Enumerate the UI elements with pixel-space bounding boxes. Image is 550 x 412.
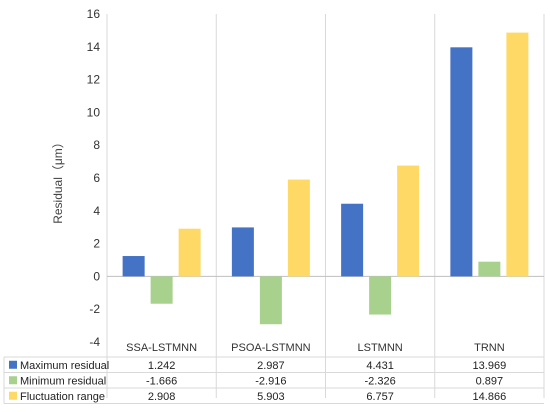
y-tick-label: 8 [93,138,100,152]
legend-swatch [9,376,17,385]
category-label: PSOA-LSTMNN [231,342,311,354]
y-tick-label: 0 [93,269,100,283]
data-label: 1.242 [148,360,176,372]
data-label: -2.326 [365,375,396,387]
data-label: 2.908 [148,391,176,403]
y-tick-label: -4 [89,335,100,349]
y-tick-label: 12 [87,73,101,87]
y-tick-label: 16 [87,7,101,21]
bar [231,227,254,277]
y-tick-label: 10 [87,105,101,119]
data-label: 2.987 [257,360,285,372]
data-label: -1.666 [146,375,177,387]
legend-label: Fluctuation range [20,391,105,403]
bar [150,276,173,304]
category-label: LSTMNN [358,342,403,354]
data-label: 14.866 [473,391,507,403]
legend-swatch [9,360,17,369]
bar [259,276,282,325]
bar [397,165,420,277]
data-label: 6.757 [366,391,394,403]
legend-label: Minimum residual [20,375,106,387]
data-label: 13.969 [473,360,507,372]
data-label: 5.903 [257,391,285,403]
y-tick-label: 14 [87,40,101,54]
data-table: SSA-LSTMNN PSOA-LSTMNN LSTMNN TRNN Maximum r… [3,342,544,404]
bar [478,261,501,277]
bar [178,228,201,277]
grid-lines [106,14,545,398]
bar [450,47,473,277]
bar [369,276,392,315]
legend-swatch [9,391,17,400]
y-tick-label: 6 [93,171,100,185]
y-axis-ticks: -4 -2 0 2 4 6 8 10 12 14 16 [87,7,101,349]
category-label: SSA-LSTMNN [126,342,197,354]
bar [287,179,310,277]
bar [122,256,145,277]
data-label: 4.431 [366,360,394,372]
category-label: TRNN [474,342,505,354]
data-label: 0.897 [476,375,504,387]
bars [122,32,529,325]
bar [341,203,364,277]
data-label: -2.916 [255,375,286,387]
bar [506,32,529,277]
legend-label: Maximum residual [20,360,109,372]
y-tick-label: -2 [89,302,100,316]
y-tick-label: 4 [93,204,100,218]
y-axis-label: Residual（μm） [51,136,65,224]
y-tick-label: 2 [93,237,100,251]
